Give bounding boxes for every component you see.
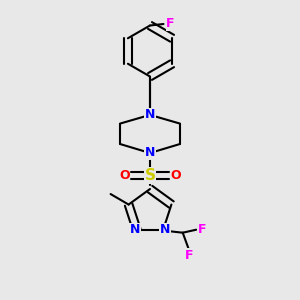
Text: S: S: [145, 168, 155, 183]
Text: O: O: [119, 169, 130, 182]
Text: F: F: [166, 17, 175, 30]
Text: F: F: [198, 223, 206, 236]
Text: N: N: [145, 108, 155, 122]
Text: N: N: [160, 223, 170, 236]
Text: O: O: [170, 169, 181, 182]
Text: N: N: [130, 223, 140, 236]
Text: F: F: [184, 249, 193, 262]
Text: N: N: [145, 146, 155, 160]
